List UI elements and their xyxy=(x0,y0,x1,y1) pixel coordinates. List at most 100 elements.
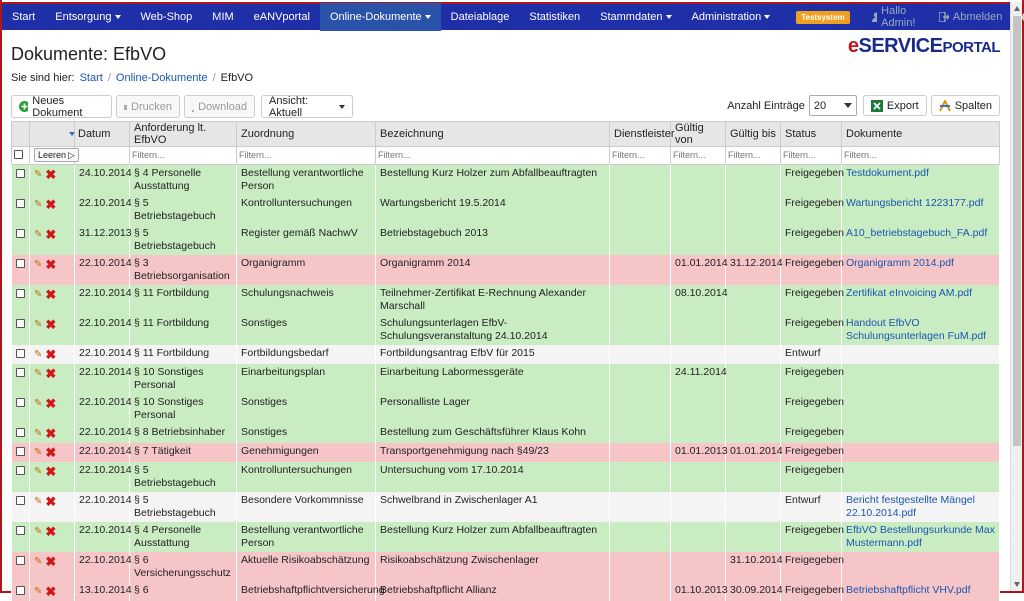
row-checkbox[interactable] xyxy=(16,447,25,456)
row-checkbox[interactable] xyxy=(16,398,25,407)
header-valid-from[interactable]: Gültig von xyxy=(671,122,726,147)
edit-pencil-icon[interactable]: ✎ xyxy=(34,200,42,210)
delete-x-icon[interactable]: ✖ xyxy=(45,398,56,409)
header-provider[interactable]: Dienstleister xyxy=(610,122,671,147)
document-link[interactable]: Zertifikat eInvoicing AM.pdf xyxy=(846,287,972,299)
row-checkbox[interactable] xyxy=(16,526,25,535)
row-checkbox[interactable] xyxy=(16,556,25,565)
delete-x-icon[interactable]: ✖ xyxy=(45,229,56,240)
nav-item-stammdaten[interactable]: Stammdaten xyxy=(590,3,681,31)
row-checkbox[interactable] xyxy=(16,319,25,328)
edit-pencil-icon[interactable]: ✎ xyxy=(34,399,42,409)
edit-pencil-icon[interactable]: ✎ xyxy=(34,230,42,240)
vertical-scrollbar[interactable] xyxy=(1010,2,1022,591)
header-status[interactable]: Status xyxy=(781,122,842,147)
edit-pencil-icon[interactable]: ✎ xyxy=(34,497,42,507)
edit-pencil-icon[interactable]: ✎ xyxy=(34,467,42,477)
edit-pencil-icon[interactable]: ✎ xyxy=(34,557,42,567)
delete-x-icon[interactable]: ✖ xyxy=(45,199,56,210)
entries-count-select[interactable]: 20 xyxy=(809,95,857,116)
delete-x-icon[interactable]: ✖ xyxy=(45,466,56,477)
delete-x-icon[interactable]: ✖ xyxy=(45,496,56,507)
delete-x-icon[interactable]: ✖ xyxy=(45,368,56,379)
delete-x-icon[interactable]: ✖ xyxy=(45,319,56,330)
row-checkbox[interactable] xyxy=(16,466,25,475)
header-documents[interactable]: Dokumente xyxy=(842,122,1000,147)
nav-item-administration[interactable]: Administration xyxy=(682,3,781,31)
delete-x-icon[interactable]: ✖ xyxy=(45,259,56,270)
document-link[interactable]: Organigramm 2014.pdf xyxy=(846,257,954,269)
delete-x-icon[interactable]: ✖ xyxy=(45,447,56,458)
user-greeting[interactable]: Hallo Admin! xyxy=(862,5,929,29)
header-description[interactable]: Bezeichnung xyxy=(376,122,610,147)
document-link[interactable]: Testdokument.pdf xyxy=(846,167,929,179)
edit-pencil-icon[interactable]: ✎ xyxy=(34,429,42,439)
delete-x-icon[interactable]: ✖ xyxy=(45,526,56,537)
row-checkbox[interactable] xyxy=(16,586,25,595)
row-checkbox[interactable] xyxy=(16,496,25,505)
delete-x-icon[interactable]: ✖ xyxy=(45,349,56,360)
filter-documents-input[interactable] xyxy=(844,148,997,162)
print-button[interactable]: Drucken xyxy=(116,95,180,118)
scroll-up-icon[interactable] xyxy=(1014,6,1020,11)
nav-item-eanvportal[interactable]: eANVportal xyxy=(244,3,320,31)
filter-provider-input[interactable] xyxy=(612,148,668,162)
document-link[interactable]: EfbVO Bestellungsurkunde Max Mustermann.… xyxy=(846,524,995,549)
header-assignment[interactable]: Zuordnung xyxy=(237,122,376,147)
row-checkbox[interactable] xyxy=(16,289,25,298)
edit-pencil-icon[interactable]: ✎ xyxy=(34,260,42,270)
header-date[interactable]: Datum xyxy=(75,122,130,147)
download-button[interactable]: Download xyxy=(184,95,255,118)
row-checkbox[interactable] xyxy=(16,259,25,268)
breadcrumb-start[interactable]: Start xyxy=(80,72,103,84)
nav-item-dateiablage[interactable]: Dateiablage xyxy=(441,3,520,31)
edit-pencil-icon[interactable]: ✎ xyxy=(34,170,42,180)
document-link[interactable]: Betriebshaftpflicht VHV.pdf xyxy=(846,584,971,596)
document-link[interactable]: Bericht festgestellte Mängel 22.10.2014.… xyxy=(846,494,975,519)
filter-requirement-input[interactable] xyxy=(132,148,234,162)
filter-assignment-input[interactable] xyxy=(239,148,373,162)
nav-item-mim[interactable]: MIM xyxy=(202,3,243,31)
nav-item-statistiken[interactable]: Statistiken xyxy=(519,3,590,31)
nav-item-web-shop[interactable]: Web-Shop xyxy=(131,3,203,31)
edit-pencil-icon[interactable]: ✎ xyxy=(34,448,42,458)
delete-x-icon[interactable]: ✖ xyxy=(45,428,56,439)
filter-description-input[interactable] xyxy=(378,148,607,162)
delete-x-icon[interactable]: ✖ xyxy=(45,556,56,567)
edit-pencil-icon[interactable]: ✎ xyxy=(34,587,42,597)
clear-filter-button[interactable]: Leeren▷ xyxy=(34,148,79,162)
nav-item-online-dokumente[interactable]: Online-Dokumente xyxy=(320,3,441,31)
row-checkbox[interactable] xyxy=(16,199,25,208)
view-dropdown[interactable]: Ansicht: Aktuell xyxy=(261,95,353,118)
row-checkbox[interactable] xyxy=(16,229,25,238)
row-checkbox[interactable] xyxy=(16,169,25,178)
select-all-checkbox[interactable] xyxy=(14,150,23,159)
document-link[interactable]: Wartungsbericht 1223177.pdf xyxy=(846,197,983,209)
delete-x-icon[interactable]: ✖ xyxy=(45,289,56,300)
delete-x-icon[interactable]: ✖ xyxy=(45,586,56,597)
filter-status-input[interactable] xyxy=(783,148,839,162)
document-link[interactable]: Handout EfbVO Schulungsunterlagen FuM.pd… xyxy=(846,317,986,342)
nav-item-entsorgung[interactable]: Entsorgung xyxy=(45,3,130,31)
filter-valid-to-input[interactable] xyxy=(728,148,778,162)
edit-pencil-icon[interactable]: ✎ xyxy=(34,350,42,360)
columns-button[interactable]: Spalten xyxy=(931,95,1000,116)
row-checkbox[interactable] xyxy=(16,428,25,437)
row-checkbox[interactable] xyxy=(16,368,25,377)
row-checkbox[interactable] xyxy=(16,349,25,358)
delete-x-icon[interactable]: ✖ xyxy=(45,169,56,180)
edit-pencil-icon[interactable]: ✎ xyxy=(34,290,42,300)
breadcrumb-online-dokumente[interactable]: Online-Dokumente xyxy=(116,72,208,84)
edit-pencil-icon[interactable]: ✎ xyxy=(34,527,42,537)
